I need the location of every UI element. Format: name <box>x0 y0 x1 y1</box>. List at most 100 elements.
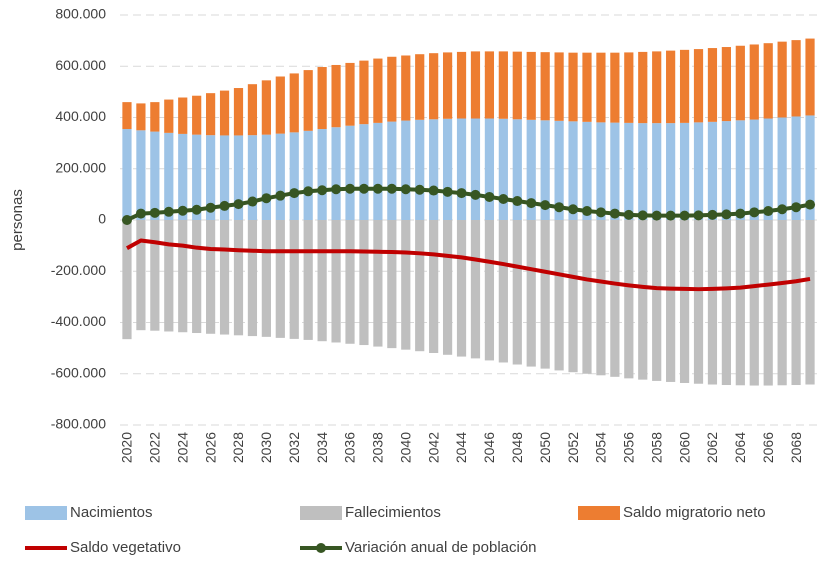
line-marker <box>233 199 244 210</box>
line-marker <box>484 191 495 202</box>
line-marker <box>777 204 788 215</box>
x-tick-label: 2024 <box>174 432 190 463</box>
bar <box>791 220 801 386</box>
line-marker <box>428 185 439 196</box>
legend-swatch <box>578 506 620 520</box>
bar <box>456 51 467 119</box>
line-marker <box>763 206 774 217</box>
bar <box>749 220 759 386</box>
line-marker <box>498 193 509 204</box>
bar <box>805 220 815 385</box>
bar <box>373 58 383 123</box>
line-marker <box>191 204 202 215</box>
bar <box>415 119 425 220</box>
line-marker <box>317 185 328 196</box>
bar <box>122 102 132 130</box>
bar <box>498 51 508 119</box>
bar <box>638 51 648 124</box>
line-marker <box>414 184 425 195</box>
legend-label: Nacimientos <box>70 504 153 521</box>
bar <box>442 118 453 220</box>
line-marker <box>735 208 746 219</box>
line-marker <box>595 207 606 218</box>
bar <box>219 90 230 136</box>
bar <box>540 52 550 121</box>
y-tick-label: 0 <box>98 211 106 227</box>
bar <box>470 51 481 119</box>
x-tick-label: 2026 <box>202 432 218 463</box>
x-tick-label: 2034 <box>314 432 330 463</box>
bar <box>429 220 439 353</box>
x-tick-label: 2054 <box>593 432 609 463</box>
y-tick-label: -800.000 <box>51 416 106 432</box>
line-marker <box>386 183 397 194</box>
bar <box>415 220 425 352</box>
bar <box>373 220 383 347</box>
bar <box>219 220 230 335</box>
bar <box>735 220 745 386</box>
bar <box>178 220 188 333</box>
bar <box>275 220 285 338</box>
bar <box>749 119 759 220</box>
bar <box>652 220 662 381</box>
bar <box>721 121 731 220</box>
bar <box>484 220 495 361</box>
bar <box>206 220 216 334</box>
bar <box>219 135 230 220</box>
bar <box>289 132 299 220</box>
bar <box>373 122 383 220</box>
bar <box>442 52 453 119</box>
bar <box>512 220 522 365</box>
x-tick-label: 2058 <box>648 432 664 463</box>
bar <box>791 40 801 117</box>
x-tick-label: 2038 <box>370 432 386 463</box>
bar <box>150 220 160 331</box>
line-marker <box>289 188 300 199</box>
line-marker <box>512 196 523 207</box>
x-tick-label: 2062 <box>704 432 720 463</box>
y-tick-label: 400.000 <box>55 108 106 124</box>
bar <box>261 220 271 337</box>
y-tick-label: 200.000 <box>55 159 106 175</box>
legend-label: Saldo migratorio neto <box>623 504 766 521</box>
bar <box>582 52 592 122</box>
bar <box>554 220 564 371</box>
bar <box>206 135 216 220</box>
x-tick-label: 2042 <box>425 432 441 463</box>
bar <box>721 220 731 386</box>
bar <box>693 220 704 384</box>
bar <box>693 122 704 220</box>
bar <box>317 67 327 130</box>
bar <box>498 118 508 220</box>
bar <box>345 220 355 344</box>
bar <box>387 220 397 349</box>
legend-swatch <box>25 506 67 520</box>
y-tick-label: 600.000 <box>55 57 106 73</box>
bar <box>652 51 662 124</box>
line-marker <box>275 190 286 201</box>
bar <box>582 121 592 220</box>
bar <box>136 103 146 131</box>
bar <box>763 118 773 220</box>
bar <box>164 220 174 332</box>
bar <box>136 220 146 331</box>
bar <box>247 220 258 337</box>
bar <box>805 115 815 220</box>
line-marker <box>581 206 592 217</box>
bar <box>540 220 550 369</box>
line-marker <box>163 206 174 217</box>
bar <box>526 51 536 120</box>
bar <box>554 120 564 220</box>
bar <box>624 122 634 220</box>
line-marker <box>261 193 272 204</box>
bar <box>387 121 397 220</box>
legend-label: Fallecimientos <box>345 504 441 521</box>
bar <box>666 50 676 124</box>
x-tick-label: 2020 <box>119 432 135 463</box>
bar <box>568 121 578 220</box>
line-marker <box>177 205 188 216</box>
line-marker <box>345 183 356 194</box>
bar <box>331 127 341 220</box>
bar <box>666 220 676 382</box>
bar <box>331 64 341 128</box>
